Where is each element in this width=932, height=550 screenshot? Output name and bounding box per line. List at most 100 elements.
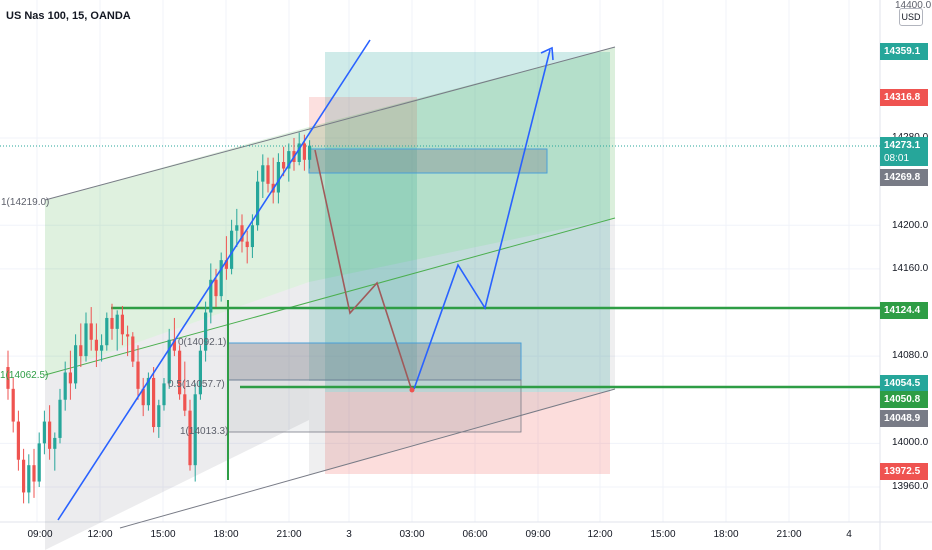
time-axis-tick: 15:00 bbox=[150, 529, 176, 540]
projection-up-path bbox=[413, 49, 551, 390]
channel-lower-line bbox=[119, 388, 616, 529]
fib-box bbox=[227, 379, 522, 433]
channel-upper-fill-ext bbox=[309, 47, 615, 282]
candle-body bbox=[157, 405, 161, 428]
time-axis-tick: 09:00 bbox=[525, 529, 551, 540]
channel-mid-line bbox=[44, 217, 616, 376]
demand-box bbox=[227, 342, 522, 381]
candle-body bbox=[261, 165, 265, 182]
candle-body bbox=[219, 260, 223, 297]
price-axis-tick: 14080.0 bbox=[892, 350, 929, 361]
price-axis-label: 14269.8 bbox=[880, 169, 928, 186]
long-position-profit-zone bbox=[325, 52, 610, 392]
candle-body bbox=[53, 437, 57, 449]
candle-body bbox=[178, 350, 182, 395]
symbol-title[interactable]: US Nas 100, 15, OANDA bbox=[6, 10, 131, 22]
candle-body bbox=[162, 383, 166, 406]
price-axis-label: 14316.8 bbox=[880, 89, 928, 106]
candle-body bbox=[100, 345, 104, 351]
candle-body bbox=[287, 151, 291, 169]
candle-body bbox=[22, 459, 26, 493]
price-axis-tick: 13960.0 bbox=[892, 481, 929, 492]
candle-body bbox=[172, 339, 176, 351]
candle-body bbox=[167, 339, 171, 384]
candle-body bbox=[136, 361, 140, 389]
candle-body bbox=[183, 394, 187, 411]
price-axis-tick: 14200.0 bbox=[892, 220, 929, 231]
candle-body bbox=[6, 367, 10, 389]
candle-body bbox=[89, 323, 93, 340]
candle-body bbox=[240, 225, 244, 242]
candle-body bbox=[126, 334, 130, 337]
price-axis-label: 13972.5 bbox=[880, 463, 928, 480]
supply-box bbox=[308, 148, 548, 174]
long-position-stop-zone bbox=[325, 392, 610, 474]
time-axis-tick: 15:00 bbox=[650, 529, 676, 540]
candle-body bbox=[141, 388, 145, 406]
candle-body bbox=[131, 336, 135, 362]
candle-body bbox=[63, 372, 67, 400]
price-axis-label: 14048.9 bbox=[880, 410, 928, 427]
candle-body bbox=[11, 388, 15, 422]
time-axis-tick: 03:00 bbox=[399, 529, 425, 540]
candle-body bbox=[209, 279, 213, 313]
price-axis-label: 14359.1 bbox=[880, 43, 928, 60]
candle-body bbox=[256, 181, 260, 226]
candle-body bbox=[250, 225, 254, 248]
channel-lower-fill bbox=[45, 282, 309, 550]
candle-body bbox=[152, 377, 156, 428]
top-price-tick: 14400.0 bbox=[895, 0, 932, 11]
price-axis-label: 14050.8 bbox=[880, 391, 928, 408]
time-axis-tick: 18:00 bbox=[213, 529, 239, 540]
fib-level-label: 0.5(14057.7) bbox=[168, 379, 225, 390]
fib-level-label: 0(14092.1) bbox=[178, 337, 227, 348]
time-axis-tick: 18:00 bbox=[713, 529, 739, 540]
projection-pivot-dot bbox=[409, 387, 415, 393]
candle-body bbox=[68, 372, 72, 384]
candle-body bbox=[115, 314, 119, 329]
candle-body bbox=[37, 443, 41, 482]
channel-lower-fill-ext bbox=[309, 218, 615, 475]
candle-body bbox=[84, 323, 88, 357]
price-axis-label: 14124.4 bbox=[880, 302, 928, 319]
time-axis-tick: 06:00 bbox=[462, 529, 488, 540]
candle-body bbox=[48, 421, 52, 449]
price-axis-label: 14054.5 bbox=[880, 375, 928, 392]
projection-down-path bbox=[314, 149, 413, 392]
candle-body bbox=[214, 279, 218, 297]
candle-body bbox=[302, 143, 306, 160]
candle-body bbox=[120, 314, 124, 335]
time-axis-tick: 3 bbox=[346, 529, 352, 540]
fib-level-label: 1(14062.5) bbox=[0, 370, 49, 381]
fib-level-label: 1(14013.3) bbox=[180, 426, 229, 437]
candle-body bbox=[245, 241, 249, 248]
candle-body bbox=[224, 260, 228, 269]
candle-body bbox=[58, 399, 62, 438]
candle-body bbox=[188, 410, 192, 466]
price-axis-tick: 14160.0 bbox=[892, 263, 929, 274]
candle-body bbox=[282, 161, 286, 169]
channel-upper-line bbox=[44, 46, 616, 201]
candle-body bbox=[79, 345, 83, 357]
candle-body bbox=[266, 165, 270, 184]
time-axis-tick: 4 bbox=[846, 529, 852, 540]
channel-upper-fill bbox=[45, 127, 309, 375]
candle-body bbox=[94, 339, 98, 351]
candle-body bbox=[198, 350, 202, 395]
candle-body bbox=[146, 377, 150, 406]
price-axis-tick: 14000.0 bbox=[892, 437, 929, 448]
candle-body bbox=[42, 421, 46, 444]
currency-button[interactable]: USD bbox=[899, 8, 923, 26]
candle-body bbox=[105, 317, 109, 346]
price-axis-label: 14273.1 bbox=[880, 137, 928, 154]
candle-body bbox=[235, 225, 239, 231]
candle-body bbox=[16, 421, 20, 460]
price-axis-label: 08:01 bbox=[880, 152, 928, 166]
candle-body bbox=[297, 143, 301, 162]
time-axis-tick: 09:00 bbox=[27, 529, 53, 540]
candle-body bbox=[110, 317, 114, 329]
candle-body bbox=[230, 230, 234, 269]
candle-body bbox=[27, 465, 31, 493]
